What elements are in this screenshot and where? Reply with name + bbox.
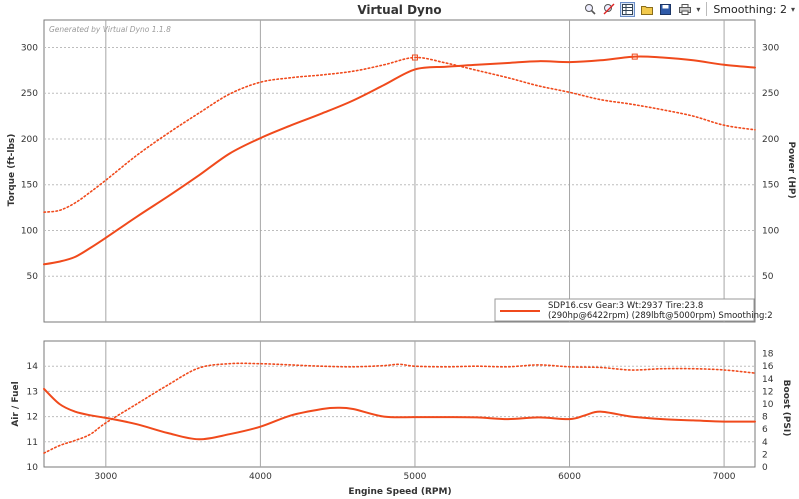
peak-marker [411, 54, 418, 61]
bottom-right-tick-label: 12 [762, 387, 773, 397]
airfuel-axis-label: Air / Fuel [11, 381, 21, 426]
bottom-right-tick-label: 4 [762, 438, 768, 448]
legend-box [494, 298, 755, 322]
zoom-icon[interactable] [582, 2, 597, 17]
rpm-tick-label: 7000 [713, 472, 736, 482]
power-axis-label: Power (HP) [786, 141, 796, 198]
no-zoom-icon[interactable] [601, 2, 616, 17]
toolbar-separator [706, 2, 708, 16]
bottom-right-tick-label: 6 [762, 425, 768, 435]
chevron-down-icon: ▾ [790, 4, 795, 14]
power-axis: 50 100 150 200 250 300 [762, 43, 779, 282]
top-left-tick-label: 50 [27, 272, 39, 282]
bottom-left-tick-label: 11 [27, 438, 38, 448]
bottom-right-tick-label: 16 [762, 362, 774, 372]
bottom-left-tick-label: 14 [27, 362, 39, 372]
bottom-left-tick-label: 10 [27, 463, 39, 473]
rpm-tick-label: 6000 [558, 472, 581, 482]
top-right-tick-label: 100 [762, 226, 779, 236]
rpm-axis-label: Engine Speed (RPM) [348, 487, 451, 497]
rpm-tick-label: 5000 [404, 472, 427, 482]
top-right-tick-label: 150 [762, 181, 779, 191]
torque-power-chart: 50 100 150 200 250 300 50 100 150 200 250 300 Torq… [7, 19, 796, 323]
top-grid [44, 20, 755, 322]
smoothing-dropdown[interactable]: Smoothing: 2 ▾ [713, 3, 795, 16]
bottom-right-tick-label: 2 [762, 450, 768, 460]
bottom-dotted-series-line [43, 362, 756, 454]
rpm-tick-label: 3000 [94, 472, 117, 482]
top-plot-area[interactable] [43, 19, 756, 323]
legend-line-2: (290hp@6422rpm) (289lbft@5000rpm) Smooth… [548, 311, 773, 321]
bottom-right-tick-label: 14 [762, 375, 774, 385]
bottom-series [43, 362, 756, 454]
peak-marker [631, 53, 638, 60]
top-series [43, 53, 756, 266]
boost-axis: 0 2 4 6 8 10 12 14 16 18 [762, 350, 774, 473]
rpm-axis: 3000 4000 5000 6000 7000 [94, 472, 735, 482]
save-icon[interactable] [658, 2, 673, 17]
legend-line-1: SDP16.csv Gear:3 Wt:2937 Tire:23.8 [548, 301, 703, 311]
bottom-right-tick-label: 0 [762, 463, 768, 473]
bottom-right-tick-label: 18 [762, 350, 774, 360]
legend: SDP16.csv Gear:3 Wt:2937 Tire:23.8 (290h… [494, 298, 773, 322]
top-dotted-series-line [43, 56, 756, 213]
watermark: Generated by Virtual Dyno 1.1.8 [49, 25, 171, 34]
bottom-plot-area[interactable] [43, 340, 756, 468]
top-right-tick-label: 200 [762, 135, 779, 145]
top-left-tick-label: 250 [21, 89, 38, 99]
top-left-tick-label: 150 [21, 181, 38, 191]
bottom-left-tick-label: 13 [27, 387, 38, 397]
bottom-right-tick-label: 8 [762, 413, 768, 423]
table-icon[interactable] [620, 1, 636, 17]
top-left-tick-label: 200 [21, 135, 38, 145]
smoothing-label: Smoothing: 2 [713, 2, 787, 16]
top-left-tick-label: 300 [21, 43, 38, 53]
torque-axis-label: Torque (ft-lbs) [7, 134, 17, 207]
open-folder-icon[interactable] [639, 2, 654, 17]
rpm-tick-label: 4000 [249, 472, 272, 482]
airfuel-boost-chart: 10 11 12 13 14 0 2 4 6 8 10 12 14 16 18 3000 4000 5000 6… [11, 340, 791, 497]
top-right-tick-label: 250 [762, 89, 779, 99]
bottom-solid-series-line [43, 387, 756, 441]
top-left-tick-label: 100 [21, 226, 38, 236]
top-right-tick-label: 50 [762, 272, 774, 282]
bottom-right-tick-label: 10 [762, 400, 774, 410]
top-right-tick-label: 300 [762, 43, 779, 53]
chart-title: Virtual Dyno [357, 3, 442, 17]
print-dropdown-icon[interactable]: ▾ [696, 4, 701, 14]
torque-axis: 50 100 150 200 250 300 [21, 43, 38, 282]
toolbar: ▾ Smoothing: 2 ▾ [582, 0, 795, 18]
boost-axis-label: Boost (PSI) [781, 380, 791, 437]
bottom-left-tick-label: 12 [27, 413, 38, 423]
print-icon[interactable] [677, 2, 692, 17]
airfuel-axis: 10 11 12 13 14 [27, 362, 39, 473]
